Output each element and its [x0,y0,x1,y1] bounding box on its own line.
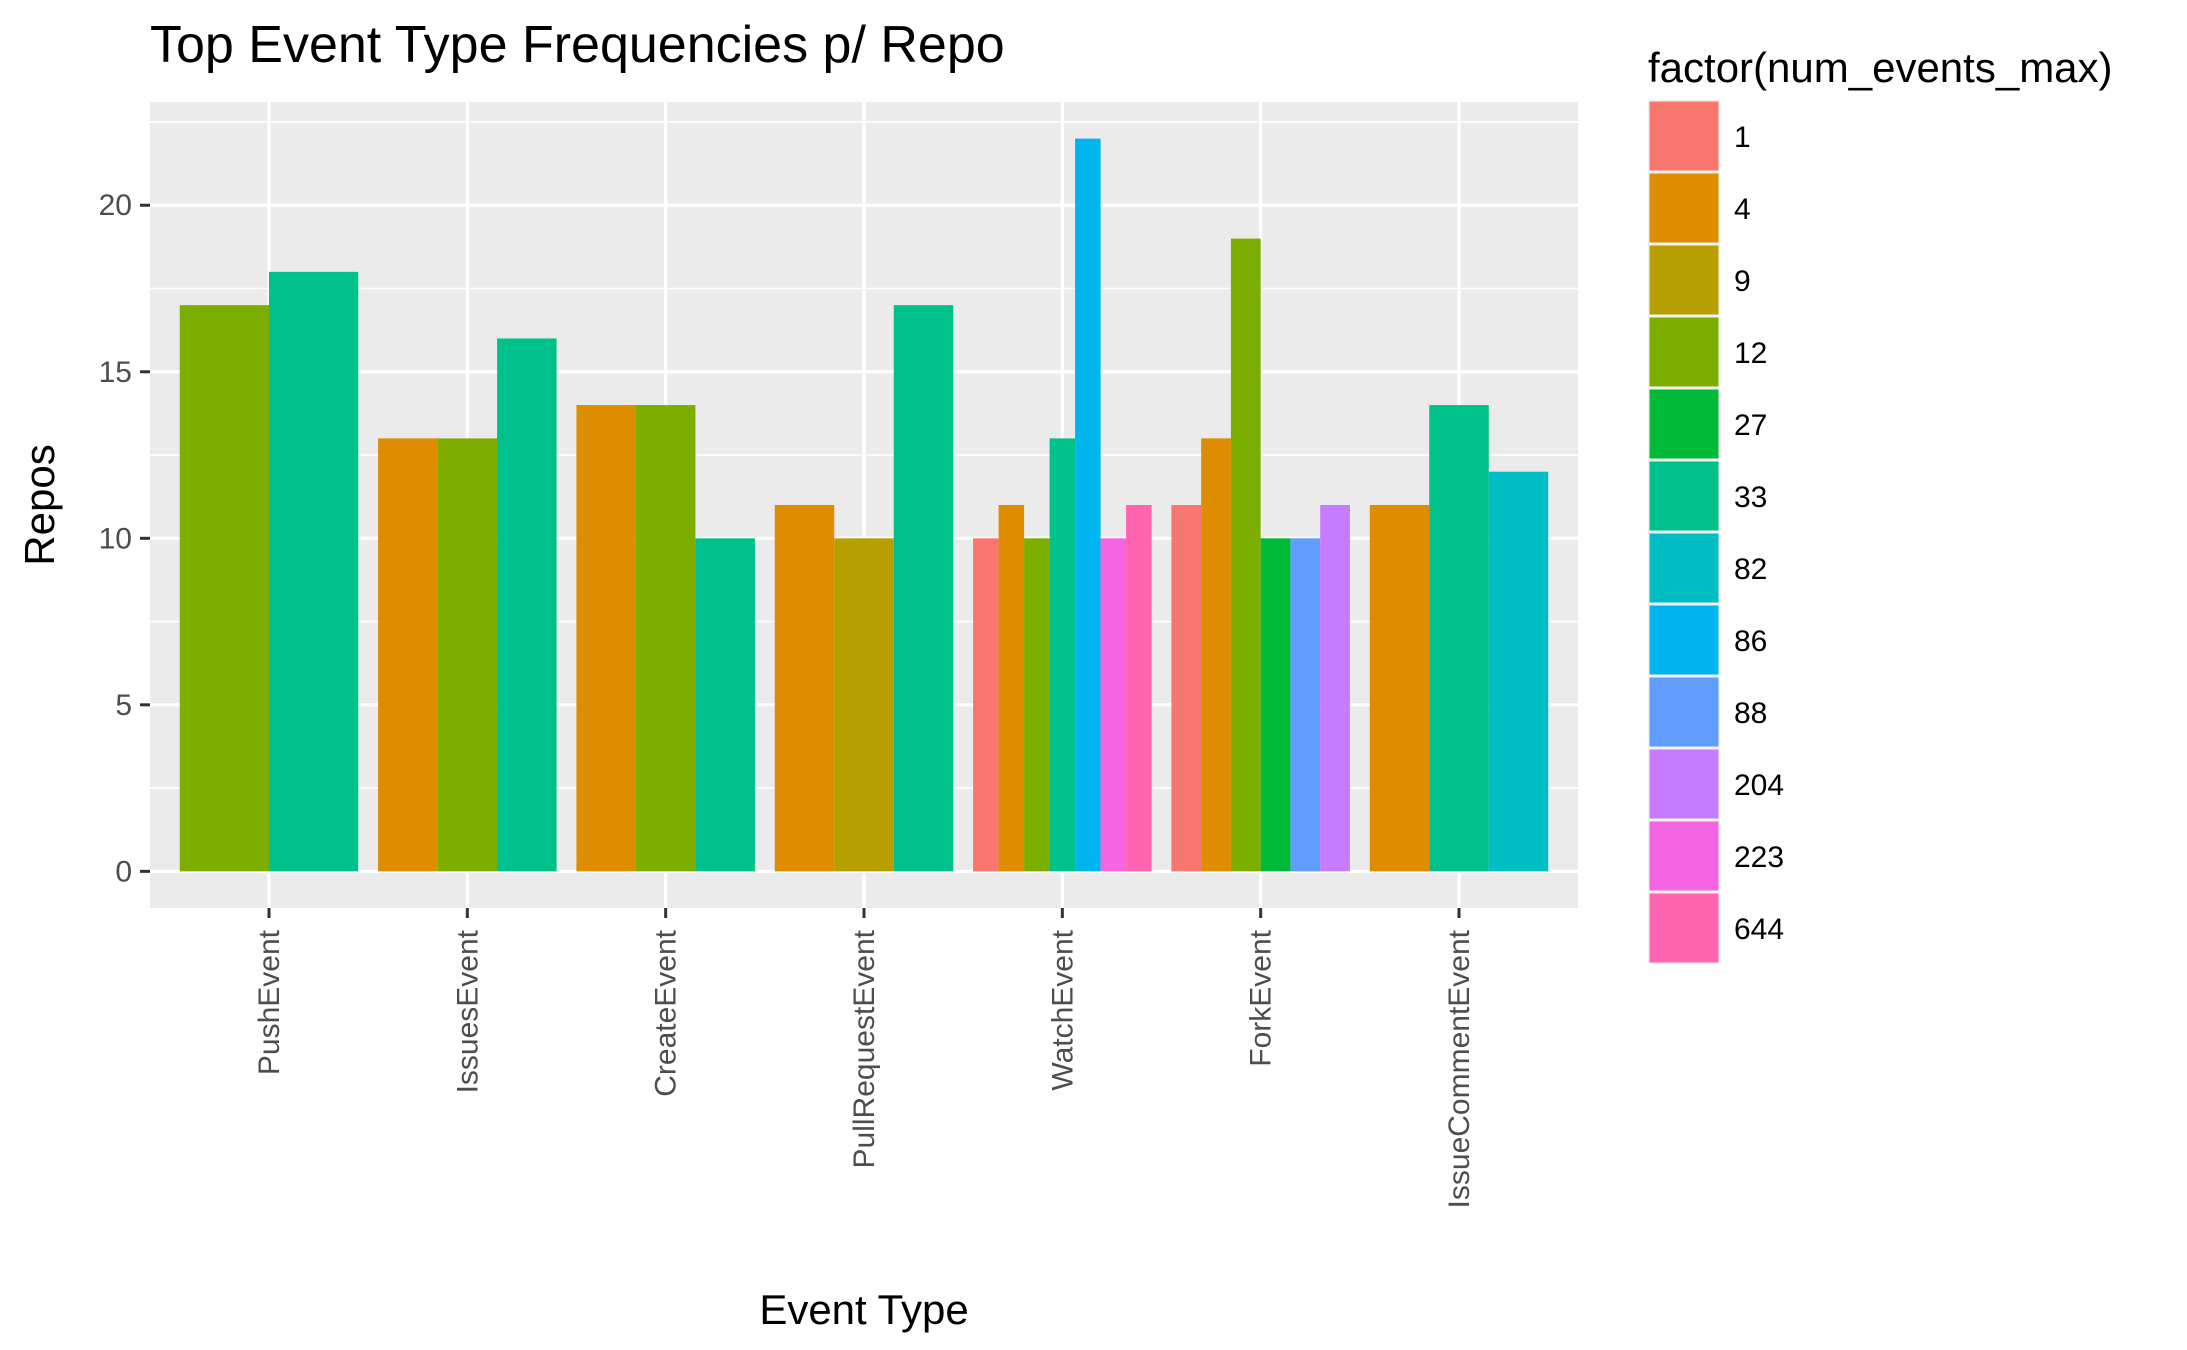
bar-WatchEvent-86 [1075,138,1101,872]
bar-WatchEvent-4 [998,505,1025,872]
legend-swatch-644 [1649,893,1719,963]
legend-label-33: 33 [1734,481,1767,514]
legend-title: factor(num_events_max) [1648,44,2113,91]
legend-swatch-86 [1649,605,1719,675]
legend-label-9: 9 [1734,265,1751,298]
bar-ForkEvent-88 [1290,538,1321,872]
bar-IssueCommentEvent-33 [1429,405,1489,872]
legend-label-82: 82 [1734,553,1767,586]
bar-ForkEvent-204 [1320,505,1350,872]
bar-WatchEvent-223 [1100,538,1127,872]
y-axis-title: Repos [16,444,63,565]
legend-label-204: 204 [1734,769,1784,802]
bar-PushEvent-33 [269,271,359,872]
bar-PullRequestEvent-4 [774,505,835,872]
bar-IssuesEvent-33 [497,338,557,872]
axis-layer: 0 5 10 15 20 PushEvent IssuesEvent CreateEvent P… [99,189,1476,1208]
legend-swatch-223 [1649,821,1719,891]
x-tick-label: CreateEvent [650,929,683,1096]
bar-IssueCommentEvent-82 [1488,471,1549,872]
bar-ForkEvent-12 [1230,238,1261,872]
bar-ForkEvent-27 [1260,538,1291,872]
y-tick-label: 20 [99,189,132,222]
legend-swatch-4 [1649,173,1719,243]
x-tick-label: IssuesEvent [451,929,484,1093]
legend-label-4: 4 [1734,193,1751,226]
bar-PushEvent-12 [179,305,269,872]
bar-PullRequestEvent-33 [893,305,954,872]
legend-label-12: 12 [1734,337,1767,370]
legend-swatch-9 [1649,245,1719,315]
legend-swatch-33 [1649,461,1719,531]
bar-CreateEvent-33 [695,538,755,872]
legend-label-86: 86 [1734,625,1767,658]
legend: factor(num_events_max) 1 4 9 12 27 33 82 86 88 20… [1648,44,2113,964]
bar-PullRequestEvent-9 [834,538,894,872]
x-tick-label: IssueCommentEvent [1443,929,1476,1208]
legend-label-1: 1 [1734,121,1751,154]
x-tick-label: WatchEvent [1046,929,1079,1090]
y-tick-label: 5 [115,689,132,722]
bar-IssuesEvent-4 [378,438,438,872]
y-tick-label: 0 [115,855,132,888]
chart-title: Top Event Type Frequencies p/ Repo [150,16,1005,74]
x-tick-label: PushEvent [253,929,286,1075]
bar-WatchEvent-12 [1024,538,1050,872]
bar-IssuesEvent-12 [437,438,498,872]
bar-ForkEvent-1 [1171,505,1202,872]
legend-label-88: 88 [1734,697,1767,730]
bar-layer [179,138,1549,872]
legend-label-644: 644 [1734,913,1784,946]
legend-swatch-82 [1649,533,1719,603]
legend-label-223: 223 [1734,841,1784,874]
bar-IssueCommentEvent-4 [1369,505,1430,872]
legend-swatch-204 [1649,749,1719,819]
legend-swatch-1 [1649,101,1719,171]
x-tick-label: PullRequestEvent [848,929,881,1168]
bar-ForkEvent-4 [1201,438,1231,872]
x-tick-label: ForkEvent [1245,929,1278,1066]
x-axis-title: Event Type [759,1286,968,1333]
bar-WatchEvent-33 [1049,438,1076,872]
legend-label-27: 27 [1734,409,1767,442]
y-tick-label: 15 [99,356,132,389]
bar-CreateEvent-12 [635,405,696,872]
y-tick-label: 10 [99,522,132,555]
bar-WatchEvent-1 [973,538,999,872]
legend-swatch-27 [1649,389,1719,459]
bar-CreateEvent-4 [576,405,636,872]
legend-swatch-88 [1649,677,1719,747]
bar-WatchEvent-644 [1126,505,1152,872]
legend-swatch-12 [1649,317,1719,387]
